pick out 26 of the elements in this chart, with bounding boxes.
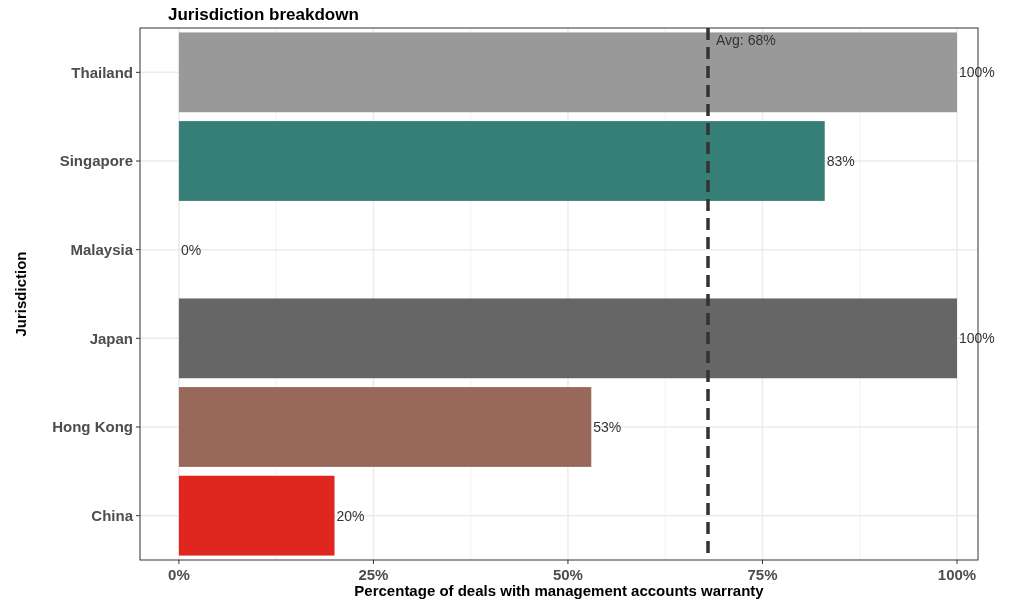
x-tick-label: 50% xyxy=(552,566,583,583)
bar xyxy=(178,121,825,201)
bar xyxy=(178,298,957,379)
y-tick-label: Malaysia xyxy=(70,240,134,258)
x-tick-label: 75% xyxy=(747,566,778,583)
x-tick-label: 100% xyxy=(937,566,977,583)
data-label: 20% xyxy=(336,507,365,524)
y-tick-label: Singapore xyxy=(59,152,133,170)
data-label: 53% xyxy=(593,418,622,435)
y-tick-label: China xyxy=(91,506,134,524)
y-tick-label: Japan xyxy=(89,329,133,347)
y-tick-label: Hong Kong xyxy=(52,418,133,436)
data-label: 100% xyxy=(958,330,995,347)
bar xyxy=(178,475,335,556)
y-axis-title: Jurisdiction xyxy=(12,251,29,337)
data-label: 100% xyxy=(958,64,995,81)
x-tick-label: 0% xyxy=(168,566,190,583)
data-label: 0% xyxy=(180,241,202,258)
bar xyxy=(178,32,957,113)
x-axis-title: Percentage of deals with management accounts warranty xyxy=(354,582,765,599)
y-tick-label: Thailand xyxy=(71,63,133,81)
bar xyxy=(178,387,592,467)
data-label: 83% xyxy=(826,152,855,169)
x-tick-label: 25% xyxy=(358,566,389,583)
ref-line-label: Avg: 68% xyxy=(716,32,776,48)
chart-title: Jurisdiction breakdown xyxy=(168,5,359,24)
